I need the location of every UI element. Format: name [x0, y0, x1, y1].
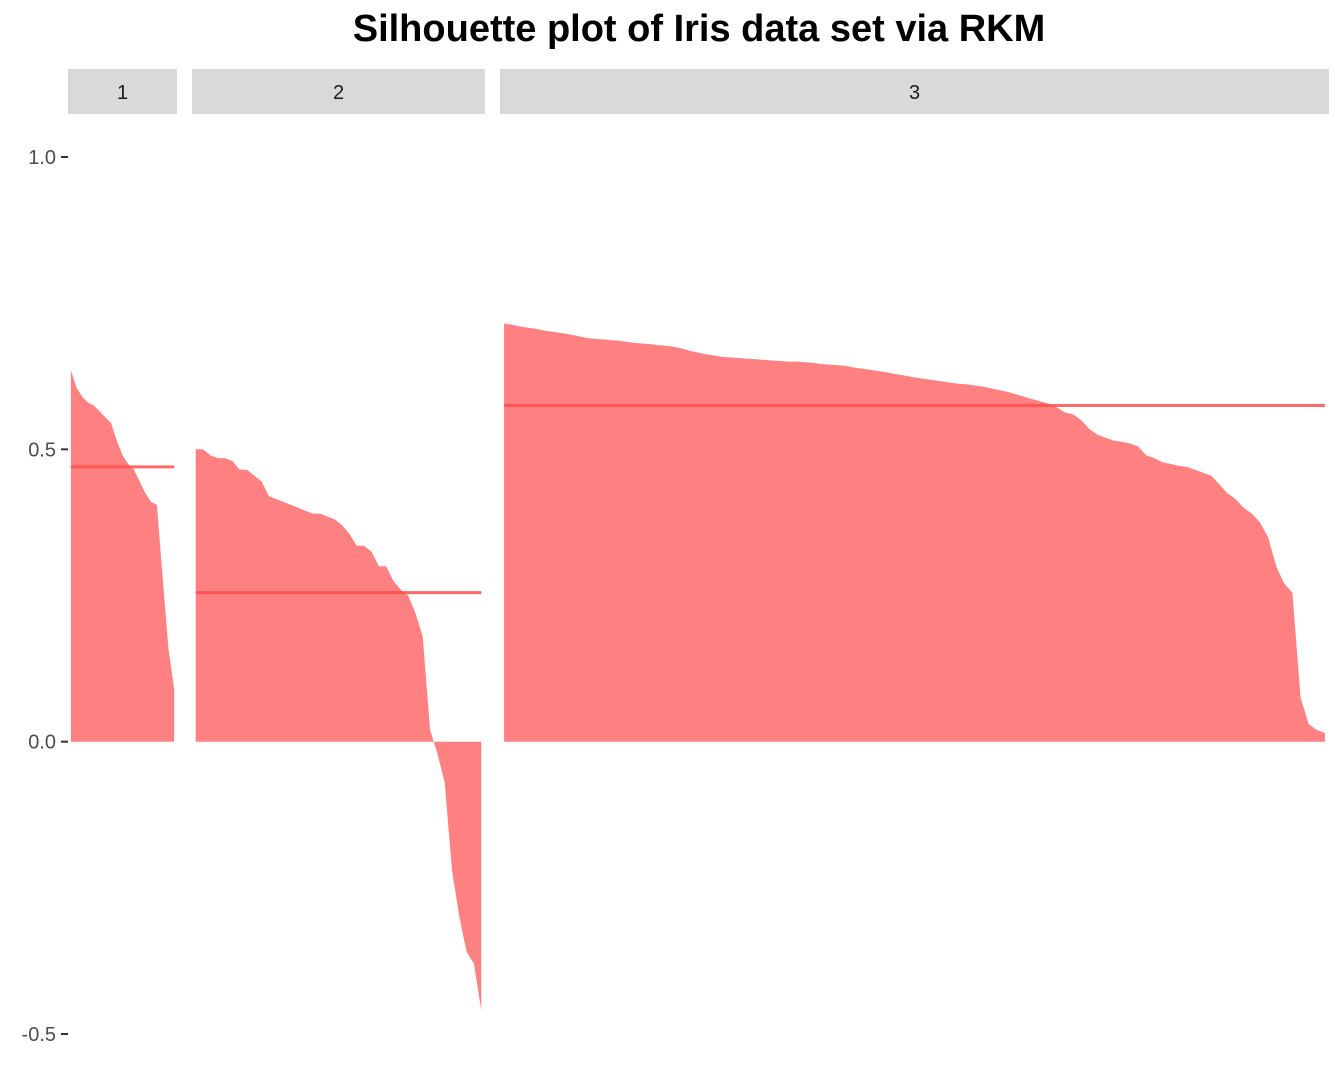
y-axis: -0.5 0.0 0.5 1.0: [22, 147, 68, 1046]
silhouette-area: [504, 323, 1325, 742]
facet-strip: [68, 69, 177, 114]
silhouette-area: [70, 370, 175, 742]
y-tick-label: 0.5: [28, 439, 56, 461]
y-tick-label: -0.5: [22, 1024, 56, 1046]
panel-cluster-1: 1: [68, 69, 177, 742]
silhouette-area: [195, 449, 482, 1011]
facet-panels: 1 2 3: [68, 69, 1329, 1011]
facet-strip-label: 1: [117, 82, 128, 104]
y-tick-label: 1.0: [28, 147, 56, 169]
facet-strip-label: 2: [333, 82, 344, 104]
panel-cluster-2: 2: [192, 69, 485, 1011]
panel-cluster-3: 3: [500, 69, 1329, 742]
y-tick-label: 0.0: [28, 732, 56, 754]
chart-title: Silhouette plot of Iris data set via RKM: [352, 8, 1046, 50]
facet-strip: [500, 69, 1329, 114]
facet-strip: [192, 69, 485, 114]
facet-strip-label: 3: [909, 82, 920, 104]
